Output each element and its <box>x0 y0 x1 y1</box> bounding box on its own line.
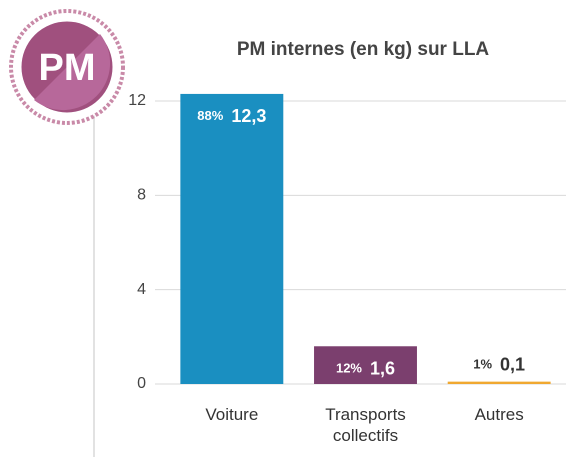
x-tick-label: Autres <box>474 405 524 424</box>
bar <box>180 93 284 385</box>
data-label: 1% 0,1 <box>473 354 525 374</box>
x-tick-label: Transports collectifs <box>325 405 406 445</box>
y-tick-label: 12 <box>128 92 146 109</box>
logo: PM <box>9 9 125 125</box>
data-label: 12% 1,6 <box>336 358 395 378</box>
chart-title: PM internes (en kg) sur LLA <box>237 39 490 60</box>
y-tick-label: 4 <box>137 281 146 298</box>
bar <box>447 381 551 384</box>
value-label: 1,6 <box>370 358 395 378</box>
y-tick-label: 8 <box>137 187 146 204</box>
logo-text: PM <box>39 47 96 89</box>
x-tick-label: Voiture <box>205 405 259 424</box>
bar <box>314 346 417 384</box>
data-label: 88% 12,3 <box>197 106 266 126</box>
share-label: 88% <box>197 108 223 123</box>
y-tick-label: 0 <box>137 375 146 392</box>
value-label: 12,3 <box>231 106 266 126</box>
share-label: 12% <box>336 361 362 376</box>
value-label: 0,1 <box>500 354 525 374</box>
share-label: 1% <box>473 357 492 372</box>
logo-shade <box>34 34 111 111</box>
